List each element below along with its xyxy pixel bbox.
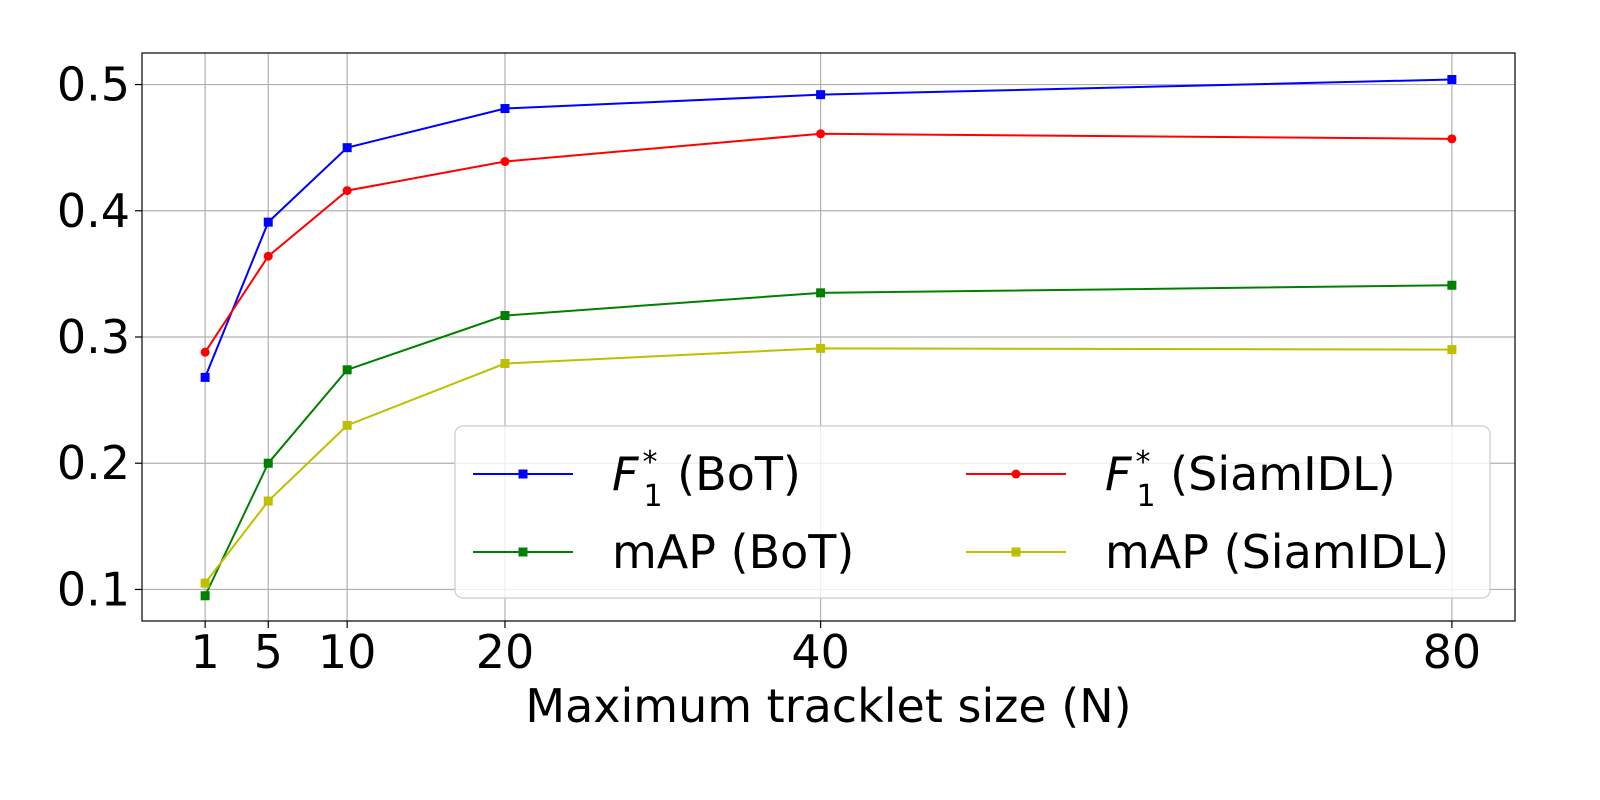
data-point [500,157,510,167]
y-tick-label: 0.4 [57,184,130,238]
data-point [500,104,510,114]
x-axis: 1 5 10 20 40 80 [190,621,1481,679]
legend-label: mAP (BoT) [612,525,854,579]
series-group [200,75,1457,601]
legend-label: F * 1 (SiamIDL) [1105,445,1396,514]
data-point [200,591,210,601]
x-tick-label: 40 [791,625,850,679]
data-point [816,343,826,353]
y-tick-label: 0.2 [57,436,130,490]
series-3 [200,280,1457,601]
legend-label: F * 1 (BoT) [612,445,801,514]
legend-item: F * 1 (BoT) [473,445,801,514]
y-tick-label: 0.1 [57,562,130,616]
legend-label: mAP (SiamIDL) [1105,525,1449,579]
data-point [263,496,273,506]
data-point [263,251,273,261]
data-point [1447,134,1457,144]
series-line [204,284,1452,597]
y-axis: 0.1 0.2 0.3 0.4 0.5 [57,58,142,616]
legend-marker [1011,469,1021,479]
data-point [342,365,352,375]
x-axis-label: Maximum tracklet size (N) [525,679,1131,733]
series-line [204,132,1452,353]
series-4 [200,343,1457,588]
legend-item: F * 1 (SiamIDL) [966,445,1396,514]
data-point [200,578,210,588]
legend-marker [518,469,528,479]
data-point [342,420,352,430]
data-point [263,217,273,227]
x-tick-label: 1 [190,625,219,679]
x-tick-label: 20 [476,625,535,679]
data-point [500,359,510,369]
data-point [1447,75,1457,85]
legend: F * 1 (BoT) F * 1 (SiamIDL) mAP (BoT) mAP (Siam… [454,425,1491,599]
data-point [263,458,273,468]
y-tick-label: 0.3 [57,310,130,364]
x-tick-label: 10 [318,625,377,679]
legend-box [454,425,1491,599]
data-point [816,288,826,298]
data-point [816,90,826,100]
data-point [200,347,210,357]
legend-item: mAP (BoT) [473,525,854,579]
data-point [200,372,210,382]
data-point [500,311,510,321]
data-point [342,186,352,196]
y-tick-label: 0.5 [57,58,130,112]
data-point [342,143,352,153]
series-1 [200,75,1457,382]
legend-marker [518,547,528,557]
data-point [1447,345,1457,355]
legend-marker [1011,547,1021,557]
data-point [1447,280,1457,290]
series-line [204,78,1452,378]
series-2 [200,129,1457,357]
data-point [816,129,826,139]
x-tick-label: 80 [1423,625,1482,679]
series-line [204,347,1452,584]
legend-item: mAP (SiamIDL) [966,525,1449,579]
x-tick-label: 5 [254,625,283,679]
